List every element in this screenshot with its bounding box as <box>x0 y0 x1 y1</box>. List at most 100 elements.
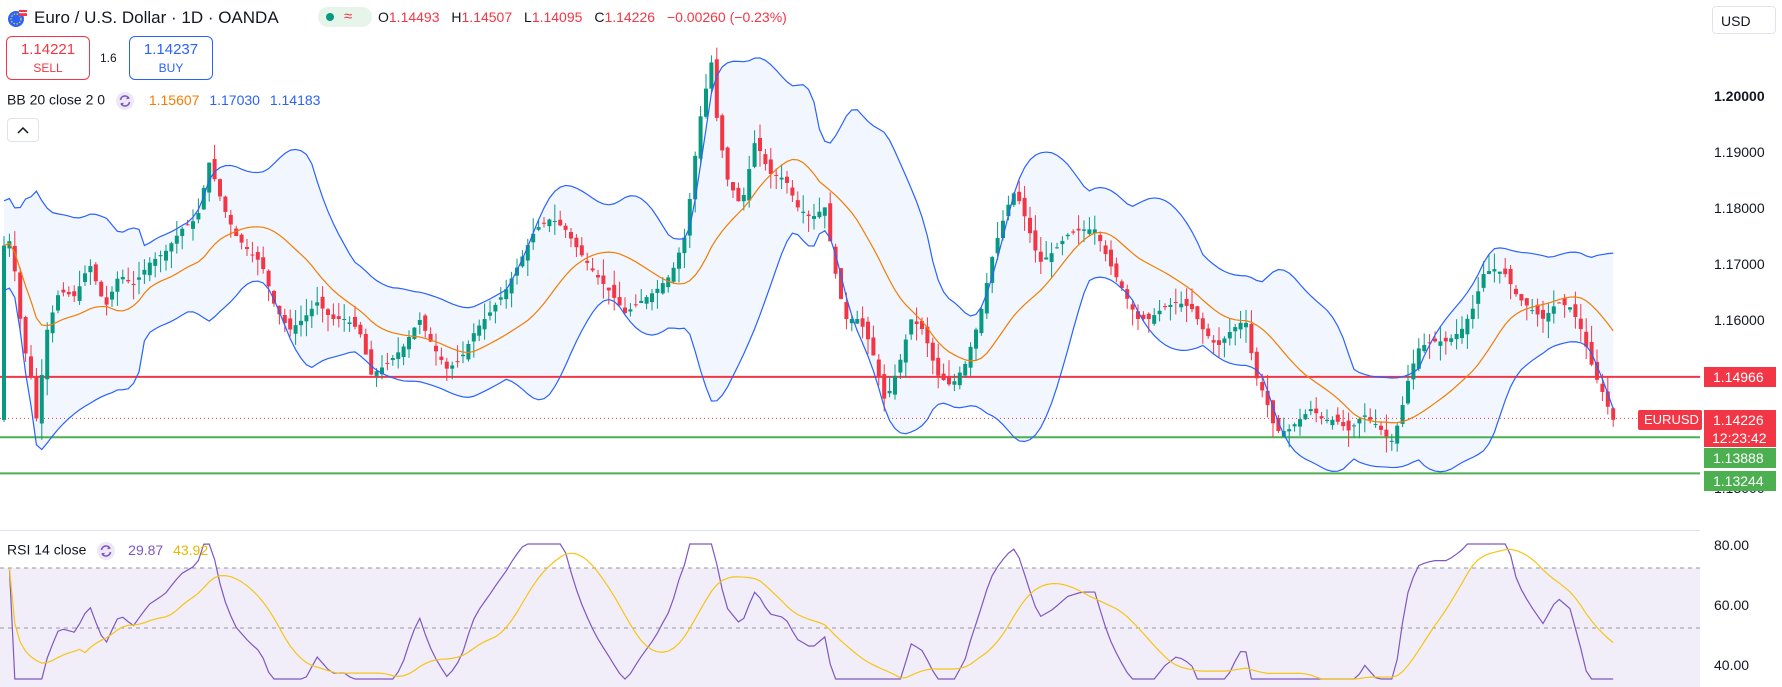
collapse-legend-button[interactable] <box>7 118 39 142</box>
candle-body <box>1481 274 1486 288</box>
candle-body <box>531 233 536 243</box>
candle-body <box>1287 429 1292 432</box>
rsi-value: 29.87 <box>128 541 164 558</box>
candle-body <box>1395 425 1400 444</box>
buy-button[interactable]: 1.14237 BUY <box>129 36 213 80</box>
symbol-title[interactable]: Euro / U.S. Dollar · 1D · OANDA <box>34 8 279 27</box>
candle-body <box>936 357 941 376</box>
rsi-ma-value: 43.92 <box>173 541 209 558</box>
candle-body <box>525 245 530 261</box>
candle-body <box>1454 333 1459 340</box>
candle-body <box>1200 318 1205 330</box>
candle-body <box>34 376 39 419</box>
candle-body <box>1503 268 1508 275</box>
candle-body <box>617 297 622 306</box>
candle-body <box>439 356 444 360</box>
symbol-flag-icon[interactable] <box>6 7 28 29</box>
candle-body <box>309 308 314 317</box>
candle-body <box>1600 383 1605 392</box>
candle-body <box>633 304 638 306</box>
candle-body <box>828 203 833 242</box>
candle-body <box>218 179 222 197</box>
market-status-pill[interactable]: ≈ <box>318 7 372 27</box>
resistance-price-badge: 1.14966 <box>1704 367 1776 387</box>
support1-price-badge: 1.13888 <box>1704 448 1776 468</box>
candle-body <box>795 200 800 208</box>
candle-body <box>1206 328 1211 337</box>
candle-body <box>471 333 476 342</box>
candle-body <box>282 315 287 323</box>
candle-body <box>1400 405 1405 424</box>
current-price-badge: 1.14226 <box>1704 410 1776 430</box>
candle-body <box>995 238 1000 254</box>
support2-price-badge: 1.13244 <box>1704 471 1776 491</box>
candle-body <box>547 219 552 227</box>
candle-body <box>1551 306 1556 314</box>
symbol-badge: EURUSD <box>1638 410 1702 430</box>
candle-body <box>185 224 190 226</box>
candle-body <box>374 371 379 376</box>
candle-body <box>304 315 309 322</box>
buy-label: BUY <box>158 61 184 75</box>
candle-body <box>925 326 930 344</box>
candle-body <box>1011 193 1016 205</box>
candle-body <box>212 158 217 180</box>
candle-body <box>920 321 924 329</box>
candle-body <box>606 287 611 291</box>
candle-body <box>714 59 719 118</box>
candle-body <box>1109 249 1113 267</box>
candle-body <box>844 301 849 319</box>
candle-body <box>83 273 87 282</box>
candle-body <box>1303 414 1308 420</box>
candle-body <box>142 269 147 275</box>
candle-body <box>1227 332 1232 339</box>
candle-body <box>1562 298 1567 306</box>
axis-label-1-17: 1.17000 <box>1714 256 1765 272</box>
candle-body <box>1173 302 1178 304</box>
candle-body <box>201 187 206 210</box>
candle-body <box>45 329 50 380</box>
candle-body <box>7 241 12 249</box>
candle-body <box>903 339 908 363</box>
candle-body <box>660 283 665 294</box>
candle-body <box>1060 240 1065 245</box>
ohlc-values: O1.14493 H1.14507 L1.14095 C1.14226 −0.0… <box>378 9 795 25</box>
candle-body <box>1217 340 1221 345</box>
candle-body <box>666 277 671 288</box>
candle-body <box>558 219 563 226</box>
candle-body <box>1352 425 1356 427</box>
candle-body <box>990 257 995 283</box>
candle-body <box>1541 309 1545 319</box>
candle-body <box>1476 291 1481 304</box>
candle-body <box>261 257 266 270</box>
rsi-refresh-icon[interactable] <box>96 541 116 561</box>
pane-divider[interactable] <box>0 530 1700 531</box>
candle-body <box>569 232 573 239</box>
candle-body <box>941 373 946 381</box>
rsi-legend[interactable]: RSI 14 close 29.87 43.92 <box>7 541 208 561</box>
candle-body <box>1152 315 1157 324</box>
candle-body <box>1416 348 1421 369</box>
candle-body <box>1546 312 1551 322</box>
bollinger-legend[interactable]: BB 20 close 2 0 1.15607 1.17030 1.14183 <box>7 91 320 111</box>
candle-body <box>174 235 179 244</box>
axis-label-1-16: 1.16000 <box>1714 312 1765 328</box>
candle-body <box>1379 425 1383 430</box>
sell-button[interactable]: 1.14221 SELL <box>6 36 90 80</box>
candle-body <box>347 322 352 325</box>
candle-body <box>407 337 411 350</box>
candle-body <box>93 264 98 282</box>
candlesticks <box>2 47 1616 453</box>
candle-body <box>898 359 903 373</box>
currency-selector[interactable]: USD <box>1712 6 1776 34</box>
candle-body <box>1238 322 1243 330</box>
ohlc-key-low: L <box>524 9 532 25</box>
candle-body <box>493 304 498 312</box>
candle-body <box>1519 294 1524 301</box>
candle-body <box>855 319 860 324</box>
candle-body <box>1497 271 1502 274</box>
refresh-icon[interactable] <box>115 91 135 111</box>
horizontal-levels[interactable] <box>0 375 1700 475</box>
candle-body <box>331 314 336 319</box>
